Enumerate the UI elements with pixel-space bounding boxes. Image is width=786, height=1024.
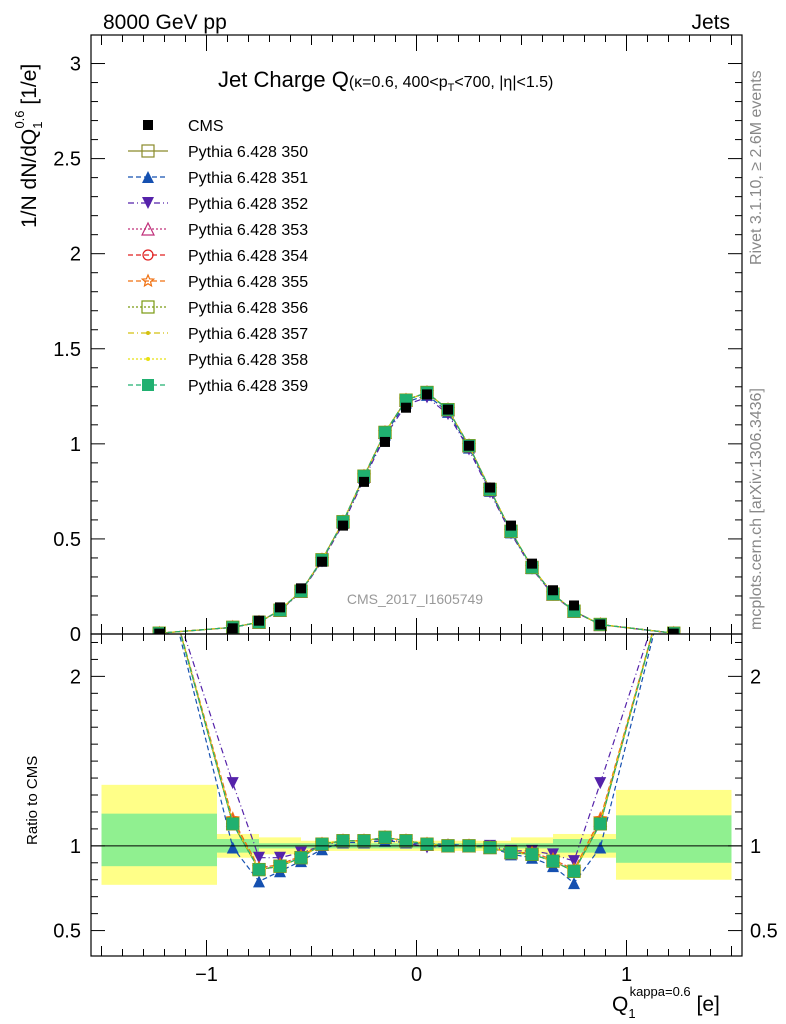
legend-label: Pythia 6.428 357: [188, 326, 308, 343]
marker: [421, 838, 433, 851]
cms-data-point: [527, 558, 537, 569]
cms-data-point: [227, 623, 238, 634]
ratio-ylabel: Ratio to CMS: [24, 756, 41, 845]
cms-data-point: [569, 600, 579, 611]
marker: [142, 171, 154, 183]
cms-data-point: [154, 628, 165, 634]
main-ytick-label: 2: [70, 244, 81, 266]
main-ytick-label: 2.5: [53, 149, 81, 171]
marker: [547, 855, 559, 868]
main-title: Jet Charge Q(κ=0.6, 400<pT<700, |η|<1.5): [218, 67, 553, 94]
legend-label: Pythia 6.428 353: [188, 222, 308, 239]
cms-data-point: [359, 476, 369, 487]
marker: [316, 838, 328, 851]
cms-data-point: [380, 436, 390, 447]
marker: [253, 851, 265, 864]
main-ytick-label: 0: [70, 624, 81, 646]
ratio-ytick-label-right: 2: [750, 666, 761, 688]
ratio-ytick-label: 1: [70, 836, 81, 858]
marker: [594, 817, 607, 830]
legend-label: CMS: [188, 118, 224, 135]
ratio-ytick-label-right: 0.5: [750, 921, 778, 943]
cms-data-point: [485, 482, 495, 493]
marker: [400, 834, 412, 847]
legend-label: Pythia 6.428 352: [188, 196, 308, 213]
cms-data-point: [668, 628, 679, 634]
legend-label: Pythia 6.428 359: [188, 378, 308, 395]
marker: [226, 841, 239, 854]
xlabel: Q1kappa=0.6 [e]: [612, 984, 720, 1021]
header-right: Jets: [691, 11, 730, 34]
marker: [141, 300, 155, 314]
marker: [226, 817, 239, 830]
cms-data-point: [464, 440, 474, 451]
marker: [505, 846, 517, 859]
marker: [146, 331, 150, 335]
xtick-label: 0: [411, 964, 422, 986]
legend-marker-cms: [143, 120, 153, 130]
marker: [274, 860, 286, 873]
main-ylabel: 1/N dN/dQ10.6 [1/e]: [12, 64, 45, 228]
cms-data-point: [506, 520, 516, 531]
cms-data-point: [254, 615, 264, 626]
cms-data-point: [401, 402, 411, 413]
legend-label: Pythia 6.428 358: [188, 352, 308, 369]
ratio-line-2: [183, 634, 650, 862]
marker: [146, 357, 150, 361]
legend-label: Pythia 6.428 351: [188, 170, 308, 187]
marker: [141, 221, 155, 236]
uncertainty-band-inner: [101, 813, 217, 867]
ratio-ytick-label-right: 1: [750, 836, 761, 858]
cms-data-point: [338, 520, 348, 531]
side-text-mcplots: mcplots.cern.ch [arXiv:1306.3436]: [748, 388, 765, 630]
marker: [358, 834, 370, 847]
marker: [142, 379, 154, 391]
legend-label: Pythia 6.428 350: [188, 144, 308, 161]
legend-label: Pythia 6.428 354: [188, 248, 308, 265]
marker: [484, 841, 496, 854]
watermark: CMS_2017_I1605749: [347, 591, 483, 607]
cms-data-point: [296, 583, 306, 594]
main-ytick-label: 1.5: [53, 339, 81, 361]
marker: [594, 777, 607, 790]
legend-label: Pythia 6.428 355: [188, 274, 308, 291]
marker: [594, 841, 607, 854]
marker: [253, 875, 265, 888]
marker: [568, 855, 580, 868]
ratio-ytick-label: 0.5: [53, 921, 81, 943]
side-text-rivet: Rivet 3.1.10, ≥ 2.6M events: [748, 70, 765, 265]
marker: [226, 777, 239, 790]
cms-data-point: [422, 389, 432, 400]
marker: [253, 863, 265, 876]
marker: [526, 848, 538, 861]
marker: [379, 831, 391, 844]
marker: [140, 273, 156, 288]
cms-data-point: [548, 585, 558, 596]
main-ytick-label: 0.5: [53, 529, 81, 551]
legend-label: Pythia 6.428 356: [188, 300, 308, 317]
xtick-label: −1: [195, 964, 218, 986]
cms-data-point: [317, 556, 327, 567]
main-ytick-label: 1: [70, 434, 81, 456]
marker: [141, 144, 155, 158]
marker: [337, 834, 349, 847]
marker: [295, 851, 307, 864]
cms-data-point: [275, 602, 285, 613]
header-left: 8000 GeV pp: [103, 11, 227, 34]
uncertainty-band-inner: [616, 815, 732, 863]
marker: [379, 426, 391, 439]
xtick-label: 1: [621, 964, 632, 986]
marker: [142, 197, 154, 209]
main-ytick-label: 3: [70, 54, 81, 76]
marker: [568, 865, 580, 878]
ratio-ytick-label: 2: [70, 666, 81, 688]
cms-data-point: [595, 619, 606, 630]
marker: [568, 877, 580, 890]
marker: [142, 249, 154, 261]
cms-data-point: [443, 404, 453, 415]
